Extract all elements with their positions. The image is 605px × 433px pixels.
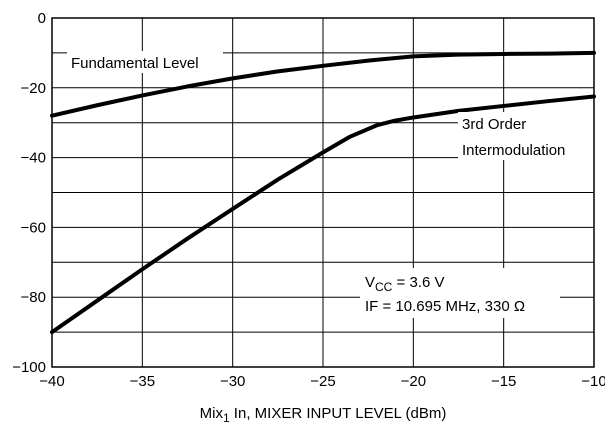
series-group: [50, 50, 596, 335]
im3-label-line1: 3rd Order: [462, 116, 526, 133]
im3-label-bg: [458, 112, 594, 160]
x-tick-labels: −40 −35 −30 −25 −20 −15 −10: [39, 373, 605, 390]
y-tick-label: −20: [21, 80, 46, 97]
y-tick-label: −100: [12, 359, 46, 376]
x-axis-title-rest: In, MIXER INPUT LEVEL (dBm): [230, 405, 447, 422]
x-tick-label: −40: [39, 373, 64, 390]
fundamental-level-label: Fundamental Level: [71, 55, 199, 72]
x-tick-label: −25: [310, 373, 335, 390]
im3-label-line2: Intermodulation: [462, 142, 565, 159]
y-tick-label: −60: [21, 219, 46, 236]
vcc-rest: = 3.6 V: [392, 274, 444, 291]
x-axis-title: Mix1 In, MIXER INPUT LEVEL (dBm): [200, 405, 447, 425]
y-tick-label: 0: [38, 10, 46, 27]
x-tick-label: −30: [220, 373, 245, 390]
x-tick-label: −10: [581, 373, 605, 390]
plot-frame: [51, 17, 595, 368]
fundamental-level-line: [50, 50, 596, 118]
x-tick-label: −35: [130, 373, 155, 390]
y-tick-labels: 0 −20 −40 −60 −80 −100: [12, 10, 46, 376]
third-order-intermod-line: [50, 94, 596, 335]
x-tick-label: −20: [401, 373, 426, 390]
y-tick-label: −80: [21, 289, 46, 306]
conditions-label-bg: [360, 268, 560, 318]
fundamental-label-bg: [67, 51, 223, 73]
x-axis-title-main: Mix: [200, 405, 224, 422]
if-label: IF = 10.695 MHz, 330 Ω: [365, 298, 525, 315]
x-axis-title-sub: 1: [223, 411, 230, 425]
vcc-label: VCC = 3.6 V: [365, 274, 444, 294]
vcc-sub: CC: [375, 280, 393, 294]
x-tick-label: −15: [491, 373, 516, 390]
vcc-main: V: [365, 274, 375, 291]
y-tick-label: −40: [21, 150, 46, 167]
